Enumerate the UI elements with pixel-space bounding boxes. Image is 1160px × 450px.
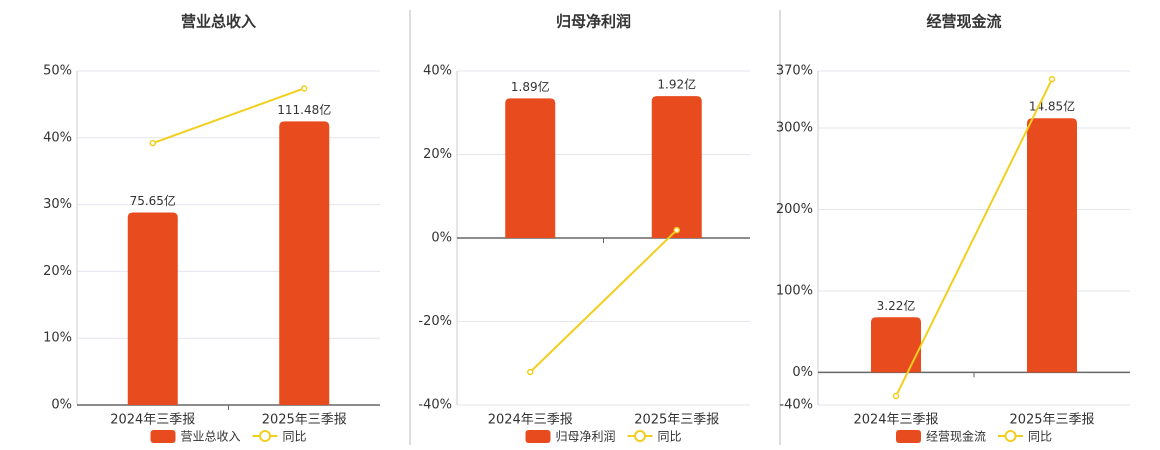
bar <box>871 317 921 373</box>
value-label: 1.89亿 <box>511 79 550 94</box>
y-tick-label: 20% <box>423 147 452 162</box>
bar <box>651 96 702 238</box>
line <box>895 78 1053 397</box>
value-label: 75.65亿 <box>130 193 176 208</box>
legend-label: 营业总收入 <box>181 430 241 444</box>
x-tick-label: 2024年三季报 <box>488 413 573 428</box>
line-point <box>892 392 900 400</box>
y-tick-label: 0% <box>51 398 72 413</box>
legend-label: 归母净利润 <box>556 430 616 444</box>
line <box>529 229 678 373</box>
y-tick-label: -40% <box>418 398 452 413</box>
x-tick-label: 2024年三季报 <box>853 413 938 428</box>
y-tick-label: 10% <box>43 331 72 346</box>
legend-label: 经营现金流 <box>926 429 986 444</box>
y-tick-label: 0% <box>792 365 813 380</box>
y-tick-label: 200% <box>776 202 813 217</box>
value-label: 3.22亿 <box>877 298 916 313</box>
chart-title: 营业总收入 <box>181 13 256 31</box>
y-tick-label: 30% <box>43 197 72 212</box>
y-tick-label: 40% <box>423 64 452 79</box>
line <box>152 87 305 145</box>
y-tick-label: 300% <box>776 121 813 136</box>
legend-label: 同比 <box>283 430 307 444</box>
bar <box>127 212 178 405</box>
x-tick-label: 2025年三季报 <box>634 413 719 428</box>
line-point <box>149 139 156 147</box>
chart-title: 经营现金流 <box>926 13 1001 31</box>
x-tick-label: 2025年三季报 <box>1009 413 1094 428</box>
legend-label: 同比 <box>1028 430 1052 444</box>
y-tick-label: 0% <box>431 231 452 246</box>
legend-swatch <box>150 430 176 443</box>
legend-label: 同比 <box>658 430 682 444</box>
y-tick-label: 50% <box>43 64 72 79</box>
x-tick-label: 2025年三季报 <box>262 413 347 428</box>
y-tick-label: 20% <box>43 264 72 279</box>
value-label: 1.92亿 <box>657 77 696 92</box>
legend-swatch <box>896 430 921 443</box>
y-tick-label: -40% <box>779 398 813 413</box>
y-tick-label: 100% <box>776 283 813 298</box>
y-tick-label: -20% <box>418 314 452 329</box>
bar <box>505 98 556 239</box>
bar <box>1027 118 1077 373</box>
y-tick-label: 40% <box>43 130 72 145</box>
legend-swatch <box>525 430 551 443</box>
line-point <box>301 85 308 92</box>
legend-swatch <box>634 430 647 442</box>
line-point <box>1048 75 1056 83</box>
y-tick-label: 370% <box>776 64 813 79</box>
legend-swatch <box>259 430 272 442</box>
chart-title: 归母净利润 <box>556 13 631 31</box>
bar <box>279 121 330 406</box>
x-tick-label: 2024年三季报 <box>110 413 195 428</box>
line-point <box>527 368 534 376</box>
line-point <box>673 226 680 234</box>
legend-swatch <box>1004 430 1017 442</box>
value-label: 111.48亿 <box>277 102 331 117</box>
